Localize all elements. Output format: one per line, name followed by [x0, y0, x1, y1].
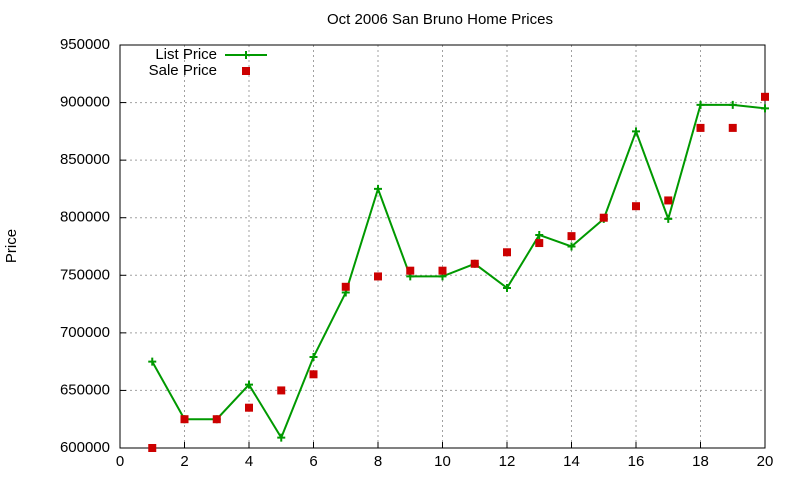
point: [599, 213, 608, 222]
x-tick-label: 10: [434, 453, 451, 470]
y-tick-label: 950000: [60, 36, 110, 53]
point: [148, 444, 157, 452]
y-tick-label: 650000: [60, 381, 110, 398]
y-tick-label: 850000: [60, 151, 110, 168]
series-line: [151, 103, 766, 440]
point: [374, 184, 382, 193]
x-tick-label: 16: [628, 453, 645, 470]
point: [503, 248, 511, 257]
x-tick-label: 2: [180, 453, 188, 470]
point: [277, 386, 286, 395]
point: [438, 266, 447, 275]
legend-marker: [242, 51, 250, 59]
point: [664, 214, 673, 223]
y-tick-label: 600000: [60, 439, 110, 456]
point: [309, 353, 318, 362]
x-tick-label: 6: [309, 453, 317, 470]
y-tick-label: 750000: [60, 266, 110, 283]
x-tick-label: 18: [692, 453, 709, 470]
point: [277, 433, 286, 442]
point: [761, 104, 769, 113]
plot-border: [119, 44, 766, 449]
point: [632, 127, 640, 136]
point: [632, 202, 640, 211]
x-tick-label: 4: [245, 453, 253, 470]
x-tick-label: 8: [374, 453, 382, 470]
legend-label: Sale Price: [149, 62, 217, 79]
point: [470, 259, 479, 268]
chart-title: Oct 2006 San Bruno Home Prices: [327, 11, 553, 28]
point: [728, 123, 737, 132]
point: [245, 380, 253, 389]
x-tick-label: 0: [116, 453, 124, 470]
point: [567, 242, 576, 251]
y-tick-label: 800000: [60, 209, 110, 226]
point: [696, 100, 705, 109]
x-tick-label: 12: [499, 453, 516, 470]
point: [503, 283, 511, 292]
legend-marker: [242, 67, 250, 75]
point: [245, 403, 253, 412]
point: [406, 266, 415, 275]
point: [535, 239, 544, 248]
point: [696, 123, 705, 132]
point: [664, 196, 673, 205]
x-tick-label: 14: [563, 453, 580, 470]
y-tick-label: 900000: [60, 94, 110, 111]
legend-label: List Price: [155, 46, 217, 63]
y-axis-label: Price: [3, 229, 20, 263]
point: [341, 282, 350, 291]
point: [535, 230, 544, 239]
x-tick-label: 20: [757, 453, 774, 470]
point: [180, 415, 189, 424]
point: [567, 232, 576, 241]
point: [309, 370, 318, 379]
point: [728, 100, 737, 109]
point: [212, 415, 221, 424]
point: [761, 92, 769, 101]
y-tick-label: 700000: [60, 324, 110, 341]
point: [148, 357, 157, 366]
point: [374, 272, 382, 281]
